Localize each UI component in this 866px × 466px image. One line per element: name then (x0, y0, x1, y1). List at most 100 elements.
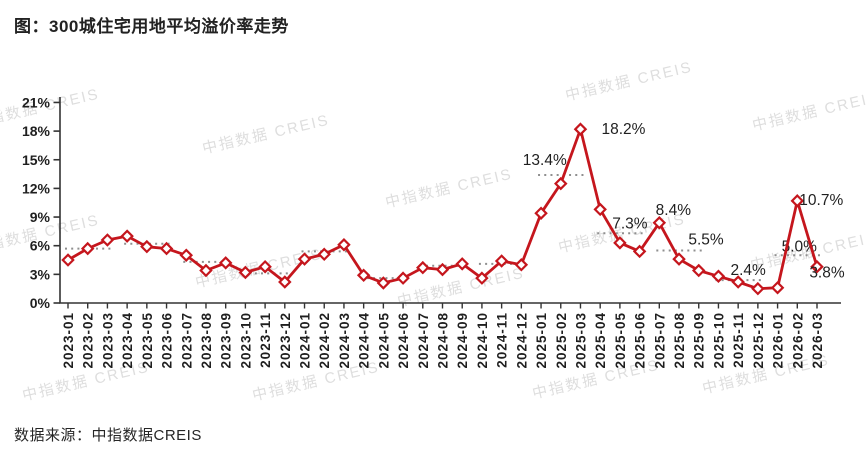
data-point-marker (416, 260, 430, 275)
point-value-label: 10.7% (799, 192, 843, 209)
data-point-marker (810, 259, 824, 274)
axis-lines (59, 97, 841, 304)
x-tick-label: 2023-05 (140, 312, 155, 369)
data-point-marker (376, 276, 391, 290)
chart-title: 图：300城住宅用地平均溢价率走势 (14, 17, 289, 36)
y-tick-label: 18% (22, 123, 51, 139)
x-tick-label: 2025-04 (593, 312, 608, 369)
quarter-average-label: 2.4% (730, 262, 766, 279)
x-tick-label: 2025-08 (672, 312, 687, 369)
data-point-marker (573, 122, 588, 136)
x-tick-label: 2025-09 (692, 312, 707, 369)
x-tick-label: 2024-12 (514, 312, 529, 369)
data-point-marker (238, 265, 253, 280)
data-point-marker (593, 202, 607, 217)
data-point-marker (534, 206, 548, 220)
data-point-marker (691, 263, 706, 278)
data-point-marker (140, 239, 154, 254)
y-tick-label: 21% (22, 94, 51, 110)
x-tick-label: 2023-04 (120, 312, 135, 369)
data-point-marker (356, 268, 371, 283)
x-tick-label: 2023-12 (278, 312, 293, 369)
x-tick-label: 2024-02 (317, 312, 332, 369)
x-tick-label: 2024-11 (495, 312, 510, 368)
data-point-marker (120, 229, 134, 243)
data-point-marker (337, 237, 351, 252)
point-value-label: 3.8% (809, 265, 845, 282)
data-point-marker (770, 280, 785, 295)
point-value-label: 18.2% (601, 121, 645, 138)
y-tick-label: 12% (22, 180, 51, 196)
y-tick-label: 0% (30, 295, 51, 311)
x-tick-label: 2026-03 (810, 312, 825, 369)
data-point-marker (632, 244, 647, 259)
data-point-marker (317, 247, 331, 262)
data-point-marker (790, 194, 805, 208)
y-tick-label: 9% (30, 209, 51, 225)
y-tick-label: 6% (30, 238, 51, 254)
x-tick-label: 2025-06 (633, 312, 648, 369)
data-point-marker (494, 254, 509, 268)
x-tick-label: 2024-08 (435, 312, 450, 369)
data-point-marker (514, 258, 529, 272)
point-value-label: 8.4% (656, 202, 692, 219)
x-tick-label: 2025-07 (652, 312, 667, 369)
x-tick-label: 2025-01 (534, 312, 549, 369)
x-tick-label: 2023-01 (61, 312, 76, 369)
x-tick-label: 2024-03 (337, 312, 352, 369)
data-point-marker (159, 241, 174, 256)
data-point-marker (435, 262, 450, 277)
x-tick-label: 2023-10 (238, 312, 253, 369)
x-tick-label: 2025-11 (731, 312, 746, 368)
data-point-marker (731, 275, 745, 289)
x-tick-label: 2026-01 (771, 312, 786, 369)
data-point-marker (475, 271, 489, 285)
y-tick-label: 15% (22, 152, 51, 168)
data-point-marker (396, 271, 410, 285)
data-point-marker (258, 259, 272, 274)
data-point-marker (100, 233, 115, 247)
x-tick-label: 2023-06 (160, 312, 175, 369)
data-point-marker (179, 248, 194, 263)
data-source-caption: 数据来源：中指数据CREIS (14, 427, 202, 444)
x-tick-label: 2024-06 (396, 312, 411, 369)
x-tick-label: 2023-09 (219, 312, 234, 369)
x-tick-label: 2025-03 (573, 312, 588, 369)
data-point-marker (711, 269, 726, 284)
x-tick-label: 2025-10 (711, 312, 726, 369)
x-tick-label: 2023-08 (199, 312, 214, 369)
data-point-marker (455, 257, 469, 271)
data-point-marker (218, 256, 233, 270)
x-tick-label: 2025-12 (751, 312, 766, 369)
x-tick-label: 2024-07 (416, 312, 431, 369)
x-tick-label: 2024-01 (298, 312, 313, 369)
data-point-marker (652, 216, 667, 230)
data-point-marker (199, 263, 213, 278)
x-tick-label: 2025-05 (613, 312, 628, 369)
x-tick-label: 2024-09 (455, 312, 470, 369)
quarter-average-label: 7.3% (612, 215, 648, 232)
data-point-marker (672, 252, 686, 266)
data-point-marker (80, 241, 95, 256)
x-tick-label: 2025-02 (554, 312, 569, 369)
data-point-marker (278, 275, 292, 289)
y-tick-label: 3% (30, 266, 51, 282)
data-point-marker (297, 252, 312, 266)
x-tick-label: 2024-10 (475, 312, 490, 369)
x-tick-label: 2023-03 (100, 312, 115, 369)
x-tick-label: 2026-02 (790, 312, 805, 369)
quarter-average-label: 5.5% (688, 231, 724, 248)
x-tick-label: 2023-11 (258, 312, 273, 368)
quarter-average-label: 13.4% (523, 152, 567, 169)
data-point-marker (613, 236, 627, 250)
quarter-average-label: 5.0% (782, 238, 818, 255)
x-tick-label: 2024-04 (357, 312, 372, 369)
data-point-marker (554, 176, 568, 191)
x-tick-label: 2023-07 (179, 312, 194, 369)
data-point-marker (61, 253, 75, 267)
x-tick-label: 2023-02 (81, 312, 96, 369)
x-tick-label: 2024-05 (376, 312, 391, 369)
data-point-marker (751, 281, 765, 296)
